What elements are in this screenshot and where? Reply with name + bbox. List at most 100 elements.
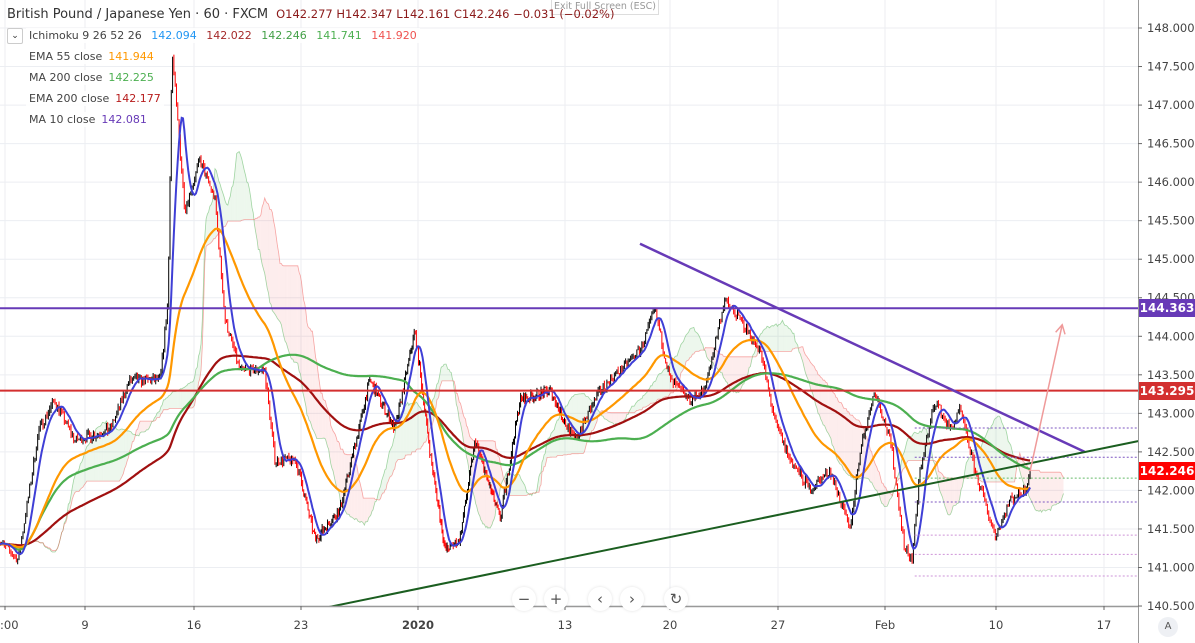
cloud-segment	[182, 387, 185, 409]
cloud-segment	[844, 408, 847, 473]
price-tag-last: 142.246	[1139, 462, 1195, 481]
cloud-segment	[285, 265, 287, 344]
cloud-segment	[698, 335, 701, 352]
cloud-segment	[987, 428, 989, 482]
cloud-segment	[648, 388, 650, 406]
cloud-segment	[92, 434, 94, 482]
cloud-segment	[693, 327, 696, 355]
cloud-segment	[1060, 472, 1063, 502]
legend-ema200[interactable]: EMA 200 close 142.177	[26, 91, 164, 106]
cloud-segment	[945, 477, 947, 511]
cloud-segment	[988, 428, 991, 482]
legend-value: 142.177	[115, 92, 161, 105]
cloud-segment	[619, 412, 621, 425]
symbol-title: British Pound / Japanese Yen · 60 · FXCM	[7, 7, 269, 22]
cloud-segment	[393, 436, 395, 471]
cloud-segment	[500, 462, 502, 489]
legend-ma10[interactable]: MA 10 close 142.081	[26, 112, 150, 127]
ma-line-ema-55-close	[0, 227, 1031, 549]
cloud-segment	[145, 421, 147, 432]
cloud-segment	[1054, 472, 1056, 505]
cloud-segment	[273, 220, 275, 315]
scroll-right-button[interactable]: ›	[620, 587, 644, 611]
auto-scale-button[interactable]: A	[1158, 617, 1178, 637]
cloud-segment	[335, 434, 337, 486]
cloud-segment	[569, 399, 571, 455]
cloud-segment	[658, 373, 660, 400]
cloud-segment	[800, 346, 802, 359]
cloud-segment	[790, 328, 792, 352]
legend-value: 141.944	[108, 50, 154, 63]
cloud-segment	[388, 451, 390, 482]
trendline-descending-resistance	[639, 242, 1086, 454]
price-tick-label: 147.500	[1147, 60, 1195, 74]
cloud-segment	[747, 356, 750, 375]
legend-value: 142.081	[101, 113, 147, 126]
cloud-segment	[877, 470, 880, 495]
cloud-segment	[621, 412, 624, 423]
legend-ichimoku[interactable]: Ichimoku 9 26 52 26 142.094 142.022 142.…	[26, 28, 420, 43]
cloud-segment	[114, 427, 116, 482]
cloud-segment	[338, 441, 340, 495]
zoom-out-button[interactable]: −	[512, 587, 536, 611]
cloud-segment	[172, 391, 174, 409]
cloud-segment	[386, 462, 388, 490]
legend-ema55[interactable]: EMA 55 close 141.944	[26, 49, 157, 64]
cloud-segment	[666, 366, 669, 397]
scroll-left-button[interactable]: ‹	[588, 587, 612, 611]
zoom-in-button[interactable]: +	[544, 587, 568, 611]
cloud-segment	[328, 411, 330, 458]
cloud-segment	[777, 324, 779, 352]
cloud-segment	[574, 394, 576, 454]
legend-ma200[interactable]: MA 200 close 142.225	[26, 70, 157, 85]
cloud-segment	[461, 406, 463, 434]
chevron-down-icon[interactable]: ⌄	[7, 28, 23, 44]
cloud-segment	[916, 432, 918, 461]
cloud-segment	[355, 463, 357, 519]
cloud-segment	[1033, 470, 1036, 510]
cloud-segment	[463, 415, 465, 446]
cloud-segment	[1032, 470, 1034, 507]
cloud-segment	[618, 412, 620, 425]
price-tick-label: 142.000	[1147, 483, 1195, 497]
cloud-segment	[110, 426, 112, 482]
exit-fullscreen-button[interactable]: Exit Full Screen (ESC)	[551, 0, 659, 15]
cloud-segment	[665, 367, 667, 397]
cloud-segment	[354, 455, 356, 520]
cloud-segment	[347, 454, 349, 515]
cloud-segment	[723, 356, 725, 379]
cloud-segment	[791, 330, 793, 352]
cloud-segment	[198, 352, 200, 383]
cloud-segment	[645, 392, 647, 408]
cloud-segment	[1053, 472, 1055, 506]
cloud-segment	[317, 370, 319, 439]
cloud-segment	[727, 356, 729, 387]
cloud-segment	[318, 378, 320, 439]
cloud-segment	[423, 412, 425, 444]
cloud-segment	[815, 369, 817, 409]
cloud-segment	[853, 417, 856, 480]
cloud-segment	[281, 263, 283, 331]
cloud-segment	[691, 327, 693, 357]
cloud-segment	[276, 236, 278, 319]
cloud-segment	[383, 469, 385, 494]
cloud-segment	[337, 441, 339, 491]
drawings[interactable]	[0, 242, 1139, 614]
cloud-segment	[968, 457, 971, 479]
cloud-segment	[391, 445, 393, 477]
cloud-segment	[368, 498, 370, 518]
cloud-segment	[141, 421, 143, 432]
cloud-segment	[248, 183, 250, 220]
reset-chart-button[interactable]: ↻	[664, 587, 688, 611]
legend-label: EMA 55 close	[29, 50, 103, 63]
cloud-segment	[820, 377, 822, 422]
cloud-segment	[943, 476, 946, 507]
cloud-segment	[734, 356, 737, 393]
cloud-segment	[884, 486, 886, 507]
cloud-segment	[479, 440, 481, 520]
cloud-segment	[382, 473, 384, 494]
cloud-segment	[552, 430, 554, 458]
cloud-segment	[146, 421, 148, 430]
cloud-segment	[806, 356, 808, 380]
